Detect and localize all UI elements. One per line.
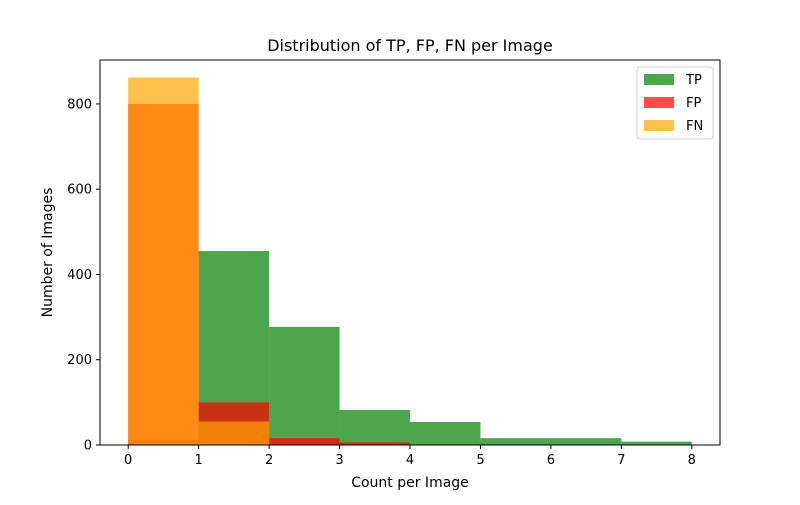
y-axis-label: Number of Images bbox=[40, 188, 56, 318]
legend-label-fn: FN bbox=[686, 119, 703, 134]
y-tick-label: 400 bbox=[67, 268, 92, 283]
bar-tp-2 bbox=[269, 326, 340, 445]
legend: TP FP FN bbox=[636, 66, 714, 140]
bar-fp-3 bbox=[339, 442, 410, 445]
legend-swatch-tp bbox=[644, 74, 674, 85]
x-tick-label: 4 bbox=[406, 453, 414, 468]
chart-title: Distribution of TP, FP, FN per Image bbox=[267, 36, 553, 55]
y-tick-label: 600 bbox=[67, 183, 92, 198]
x-tick-label: 2 bbox=[265, 453, 273, 468]
legend-label-tp: TP bbox=[685, 73, 702, 88]
bar-tp-4 bbox=[410, 421, 481, 445]
y-tick-label: 200 bbox=[67, 353, 92, 368]
x-tick-label: 0 bbox=[124, 453, 132, 468]
x-tick-label: 5 bbox=[476, 453, 484, 468]
x-axis-ticks: 0 1 2 3 4 5 6 7 8 bbox=[124, 445, 696, 468]
x-axis-label: Count per Image bbox=[351, 475, 469, 491]
bar-tp-6 bbox=[621, 441, 692, 445]
legend-swatch-fn bbox=[644, 120, 674, 131]
y-tick-label: 0 bbox=[84, 439, 92, 454]
legend-label-fp: FP bbox=[686, 96, 701, 111]
x-tick-label: 3 bbox=[335, 453, 343, 468]
x-tick-label: 7 bbox=[617, 453, 625, 468]
bar-tp-3 bbox=[339, 410, 410, 445]
bar-fn-0 bbox=[128, 77, 199, 445]
y-tick-label: 800 bbox=[67, 97, 92, 112]
x-tick-label: 8 bbox=[688, 453, 696, 468]
legend-swatch-fp bbox=[644, 97, 674, 108]
bar-fp-2 bbox=[269, 438, 340, 445]
x-tick-label: 6 bbox=[547, 453, 555, 468]
y-axis-ticks: 0 200 400 600 800 bbox=[67, 97, 100, 454]
bar-fn-1 bbox=[198, 421, 270, 445]
bar-tp-5 bbox=[480, 438, 622, 445]
bars-layer bbox=[128, 77, 692, 445]
x-tick-label: 1 bbox=[194, 453, 202, 468]
